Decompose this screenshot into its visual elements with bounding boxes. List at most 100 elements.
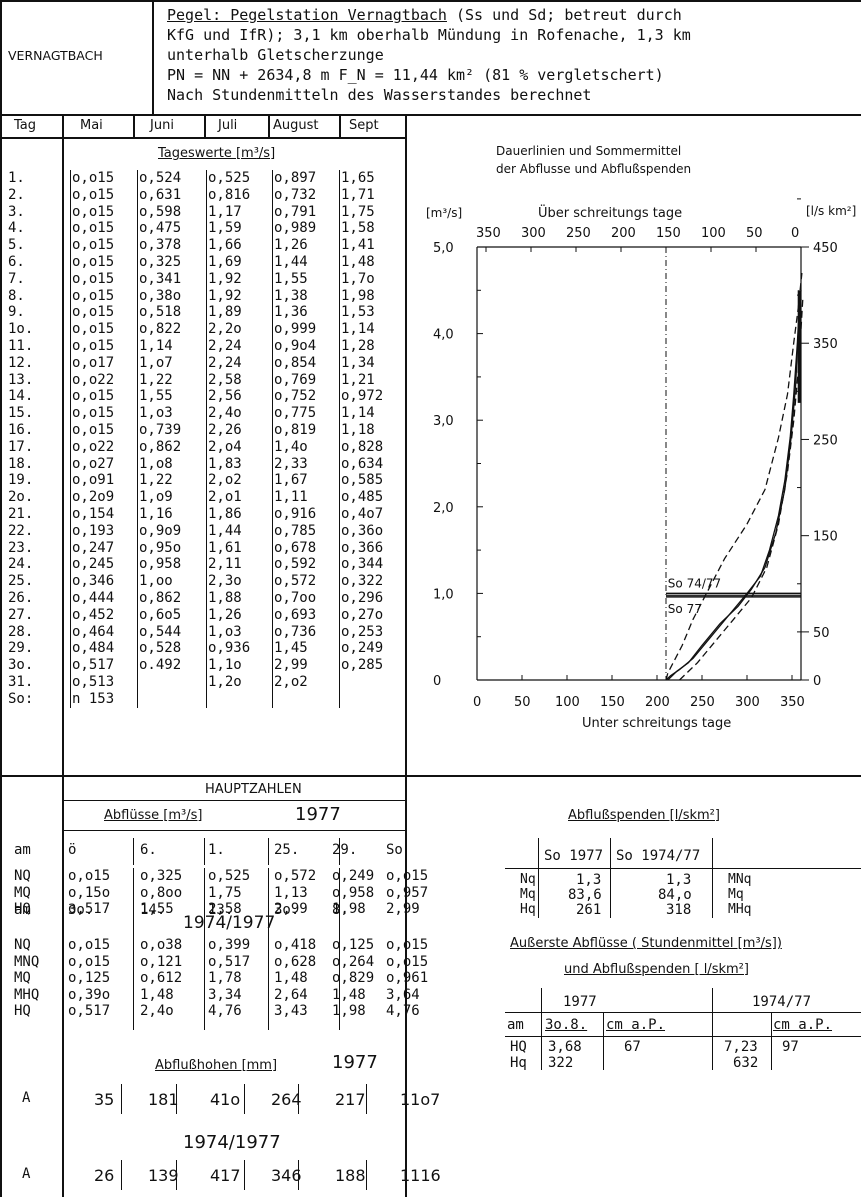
sept-value: o,366 — [341, 539, 384, 556]
juni-value: o,38o — [139, 287, 182, 304]
juli-value: 2,o4 — [208, 438, 242, 455]
hz-am-1977-value: 6. — [140, 842, 157, 858]
mai-value: o,444 — [72, 589, 115, 606]
abflusshoehen-label: Abflußhohen [mm] — [155, 1058, 278, 1073]
sept-value: 1,98 — [341, 287, 375, 304]
hz-col-sep — [133, 902, 134, 1030]
juli-column: o,525 o,816 1,17 1,59 1,66 1,69 1,92 1,92 1,89 2,… — [206, 170, 250, 708]
day-label: 1o. — [8, 321, 34, 338]
right-tick-label: 350 — [813, 337, 838, 352]
day-label: 24. — [8, 556, 34, 573]
juni-value: o,475 — [139, 220, 182, 237]
hz-am-1977-value: ö — [68, 842, 77, 858]
hoehen-1977-sep — [298, 1084, 299, 1114]
spenden-row-label: Nq — [520, 872, 536, 887]
hz-1977-nq-value: o,572 — [274, 868, 317, 884]
day-label: 18. — [8, 455, 34, 472]
hz-7477-mhq-value: 1,48 — [140, 986, 174, 1003]
spenden-row-v1: 1,3 — [576, 872, 602, 888]
bottom-tick-label: 0 — [473, 695, 481, 710]
hz-am-7477-value: 3o. — [274, 902, 300, 918]
sept-value: 1,58 — [341, 220, 375, 237]
sept-value: 1,28 — [341, 337, 375, 354]
august-value: 1,4o — [274, 438, 308, 455]
hz-1977-hq-value: 2,58 — [208, 901, 242, 917]
col-sep-juli — [268, 114, 270, 138]
header-divider — [0, 114, 861, 116]
juli-value: 1,86 — [208, 505, 242, 522]
hoehen-1977-value: 35 — [94, 1090, 115, 1109]
hz-col-sep — [268, 902, 269, 1030]
juni-value: o,739 — [139, 421, 182, 438]
juli-value: 2,o1 — [208, 489, 242, 506]
station-name: VERNAGTBACH — [8, 48, 103, 63]
abfluesse-unit: Abflüsse [m³/s] — [104, 808, 203, 823]
extreme-line1 — [505, 1012, 861, 1013]
left-unit-label: [m³/s] — [426, 206, 463, 220]
mai-value: o,o15 — [72, 421, 115, 438]
tageswerte-title: Tageswerte [m³/s] — [158, 146, 276, 161]
juni-value: o,325 — [139, 253, 182, 270]
mai-value: o,o91 — [72, 472, 115, 489]
spenden-row-v2: 1,3 — [666, 872, 692, 888]
juni-value: o,958 — [139, 556, 182, 573]
col-sep-juni — [204, 114, 206, 138]
hz-year-1977: 1977 — [295, 804, 341, 825]
hz-1977-nq-value: o,525 — [208, 868, 251, 884]
so7477-label: So 74/77 — [668, 576, 721, 590]
bottom-tick-label: 150 — [600, 695, 625, 710]
col-header-juli: Juli — [218, 118, 238, 133]
hz-1977-nq-value: o,325 — [140, 868, 183, 884]
extreme-year2: 1974/77 — [752, 994, 812, 1010]
day-label: 2. — [8, 186, 25, 203]
header-line1-rest: (Ss und Sd; betreut durch — [446, 6, 682, 24]
mai-value: o,o17 — [72, 354, 115, 371]
juli-value: 2,3o — [208, 573, 242, 590]
chart-title-2: der Abflusse und Abflußspenden — [496, 162, 692, 176]
juli-value — [207, 691, 250, 708]
extreme-vline — [541, 988, 542, 1070]
day-label: 26. — [8, 589, 34, 606]
hz-7477-hq-value: o,517 — [68, 1003, 111, 1019]
juni-value: o,524 — [139, 170, 182, 186]
hoehen-year: 1977 — [332, 1052, 378, 1073]
hauptzahlen-title: HAUPTZAHLEN — [205, 782, 302, 797]
hz-7477-mhq-label: MHQ — [14, 986, 40, 1003]
spenden-row-v1: 83,6 — [568, 887, 602, 903]
hz-1977-mq-value: o,8oo — [140, 884, 183, 901]
extreme-am: am — [507, 1017, 524, 1033]
august-value: 1,26 — [274, 237, 308, 254]
day-label: 16. — [8, 421, 34, 438]
sept-value: o,485 — [341, 489, 384, 506]
juni-value: 1,o7 — [139, 354, 173, 371]
bottom-tick-label: 300 — [735, 695, 760, 710]
hz-7477-hq-value: 2,4o — [140, 1003, 174, 1019]
top-tick-label: 250 — [566, 226, 591, 241]
spenden-col1: So 1977 — [544, 848, 604, 864]
hoehen-1977-value: 217 — [335, 1090, 366, 1109]
hz-am-7477-value: 3o. — [68, 902, 94, 918]
hz-1977-nq-value: o,o15 — [68, 868, 111, 884]
frame-left — [0, 0, 2, 1197]
mai-value: o,513 — [72, 673, 115, 690]
hz-1977-mq-value: o,958 — [332, 884, 375, 901]
extreme-year1: 1977 — [563, 994, 597, 1010]
august-value: o,989 — [274, 220, 317, 237]
juni-value: o,9o9 — [139, 522, 182, 539]
august-value: 1,67 — [274, 472, 308, 489]
hz-7477-mq-value: 1,48 — [274, 970, 308, 986]
august-value: 2,o2 — [274, 673, 308, 690]
mai-value: o,o15 — [72, 170, 115, 186]
mai-value: o,154 — [72, 505, 115, 522]
august-value: o,775 — [274, 405, 317, 422]
juli-value: 2,o2 — [208, 472, 242, 489]
duration-curve-1 — [667, 298, 802, 681]
day-label: 31. — [8, 673, 34, 690]
juli-value: 2,24 — [208, 337, 242, 354]
sept-value — [340, 691, 383, 708]
hz-col-sep — [133, 868, 134, 918]
left-tick-label: 5,0 — [433, 241, 454, 256]
mai-value: o,o15 — [72, 237, 115, 254]
day-label: 29. — [8, 640, 34, 657]
juni-value: o,862 — [139, 438, 182, 455]
